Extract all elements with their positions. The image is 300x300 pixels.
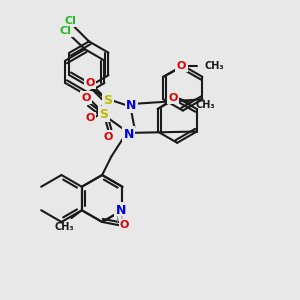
Text: O: O xyxy=(81,93,91,103)
Text: Cl: Cl xyxy=(64,16,76,26)
Text: CH₃: CH₃ xyxy=(55,222,74,232)
Text: N: N xyxy=(116,204,126,217)
Text: Cl: Cl xyxy=(60,26,71,36)
Text: H: H xyxy=(116,216,123,226)
Text: N: N xyxy=(124,128,134,141)
Text: O: O xyxy=(169,93,178,103)
Text: O: O xyxy=(104,131,113,142)
Text: CH₃: CH₃ xyxy=(196,100,215,110)
Text: O: O xyxy=(120,220,129,230)
Text: N: N xyxy=(126,99,136,112)
Text: O: O xyxy=(85,78,94,88)
Text: CH₃: CH₃ xyxy=(205,61,224,71)
Text: S: S xyxy=(99,107,108,121)
Text: O: O xyxy=(177,61,186,71)
Text: S: S xyxy=(103,94,112,107)
Text: O: O xyxy=(85,113,94,123)
